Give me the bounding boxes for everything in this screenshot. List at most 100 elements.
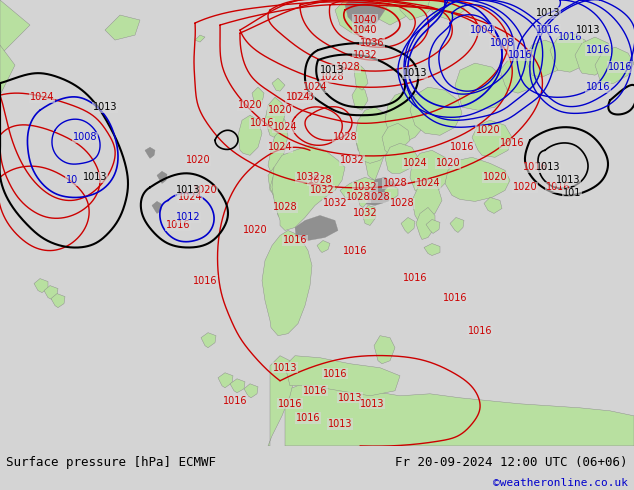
Text: 1013: 1013 — [359, 399, 384, 409]
Polygon shape — [412, 180, 442, 220]
Polygon shape — [445, 157, 510, 201]
Text: 1016: 1016 — [450, 142, 474, 152]
Text: 1013: 1013 — [536, 8, 560, 18]
Polygon shape — [355, 107, 395, 163]
Text: 1016: 1016 — [468, 326, 492, 336]
Polygon shape — [595, 47, 634, 85]
Polygon shape — [34, 278, 48, 293]
Text: 1024: 1024 — [178, 193, 202, 202]
Polygon shape — [218, 373, 233, 388]
Text: 1028: 1028 — [273, 202, 297, 213]
Text: 1028: 1028 — [333, 132, 358, 142]
Text: 1016: 1016 — [500, 138, 524, 148]
Text: 1013: 1013 — [338, 393, 362, 403]
Text: 1032: 1032 — [309, 185, 334, 196]
Polygon shape — [428, 0, 465, 20]
Text: 1013: 1013 — [176, 185, 200, 196]
Text: 1013: 1013 — [328, 419, 353, 429]
Polygon shape — [262, 230, 312, 336]
Text: 1016: 1016 — [343, 245, 367, 255]
Text: 1013: 1013 — [403, 68, 427, 78]
Text: 1020: 1020 — [268, 105, 292, 115]
Text: 1016: 1016 — [165, 220, 190, 230]
Text: 1028: 1028 — [307, 175, 332, 185]
Text: 1036: 1036 — [359, 38, 384, 48]
Text: 1004: 1004 — [470, 25, 495, 35]
Polygon shape — [0, 45, 15, 95]
Text: 1016: 1016 — [283, 236, 307, 245]
Polygon shape — [317, 241, 330, 252]
Polygon shape — [384, 185, 398, 199]
Text: 1020: 1020 — [186, 155, 210, 165]
Text: 1016: 1016 — [250, 118, 275, 128]
Text: 1028: 1028 — [320, 72, 344, 82]
Text: 1024: 1024 — [268, 142, 292, 152]
Polygon shape — [157, 172, 167, 183]
Polygon shape — [410, 87, 462, 135]
Polygon shape — [145, 147, 155, 158]
Text: 1032: 1032 — [353, 208, 377, 219]
Text: 1016: 1016 — [295, 413, 320, 423]
Polygon shape — [285, 381, 634, 446]
Text: 1016: 1016 — [223, 396, 247, 406]
Text: 1016: 1016 — [403, 272, 427, 283]
Text: 1020: 1020 — [476, 125, 500, 135]
Polygon shape — [525, 40, 565, 77]
Text: 1040: 1040 — [353, 15, 377, 25]
Text: 1016: 1016 — [303, 386, 327, 396]
Polygon shape — [374, 336, 395, 364]
Text: 1013: 1013 — [93, 102, 117, 112]
Text: 1016: 1016 — [586, 45, 611, 55]
Polygon shape — [455, 63, 508, 110]
Polygon shape — [401, 218, 415, 233]
Text: 1016: 1016 — [443, 293, 467, 303]
Text: 1016: 1016 — [508, 50, 533, 60]
Text: 1020: 1020 — [243, 225, 268, 236]
Text: 1028: 1028 — [366, 193, 391, 202]
Text: 1013: 1013 — [556, 175, 580, 185]
Text: 1008: 1008 — [73, 132, 97, 142]
Text: 1016: 1016 — [586, 82, 611, 92]
Text: 1032: 1032 — [295, 172, 320, 182]
Polygon shape — [195, 35, 205, 42]
Polygon shape — [354, 63, 368, 90]
Polygon shape — [500, 57, 540, 93]
Text: 1024: 1024 — [286, 92, 310, 102]
Text: 1028: 1028 — [335, 62, 360, 72]
Polygon shape — [357, 188, 368, 207]
Text: 1013: 1013 — [576, 25, 600, 35]
Polygon shape — [44, 286, 58, 299]
Polygon shape — [268, 115, 288, 173]
Polygon shape — [51, 294, 65, 308]
Polygon shape — [550, 33, 592, 72]
Text: 1028: 1028 — [290, 92, 314, 102]
Polygon shape — [0, 0, 30, 55]
Polygon shape — [352, 85, 368, 110]
Text: 1013: 1013 — [320, 65, 344, 75]
Text: 10: 10 — [66, 175, 78, 185]
Text: 1012: 1012 — [176, 213, 200, 222]
Polygon shape — [272, 146, 345, 230]
Text: ©weatheronline.co.uk: ©weatheronline.co.uk — [493, 478, 628, 489]
Polygon shape — [385, 143, 418, 173]
Text: 1040: 1040 — [353, 25, 377, 35]
Polygon shape — [268, 168, 280, 194]
Text: 1016: 1016 — [523, 162, 547, 172]
Text: 1013: 1013 — [536, 162, 560, 172]
Polygon shape — [295, 216, 338, 241]
Text: 1016: 1016 — [323, 369, 347, 379]
Polygon shape — [244, 384, 258, 398]
Text: 1013: 1013 — [273, 363, 297, 373]
Text: 1020: 1020 — [482, 172, 507, 182]
Polygon shape — [270, 160, 295, 218]
Text: Surface pressure [hPa] ECMWF: Surface pressure [hPa] ECMWF — [6, 456, 216, 469]
Text: 1024: 1024 — [416, 178, 440, 188]
Polygon shape — [426, 220, 440, 233]
Polygon shape — [265, 97, 285, 137]
Polygon shape — [376, 0, 390, 8]
Polygon shape — [272, 78, 285, 91]
Polygon shape — [355, 177, 398, 205]
Polygon shape — [152, 201, 162, 214]
Polygon shape — [382, 123, 410, 155]
Polygon shape — [335, 0, 380, 35]
